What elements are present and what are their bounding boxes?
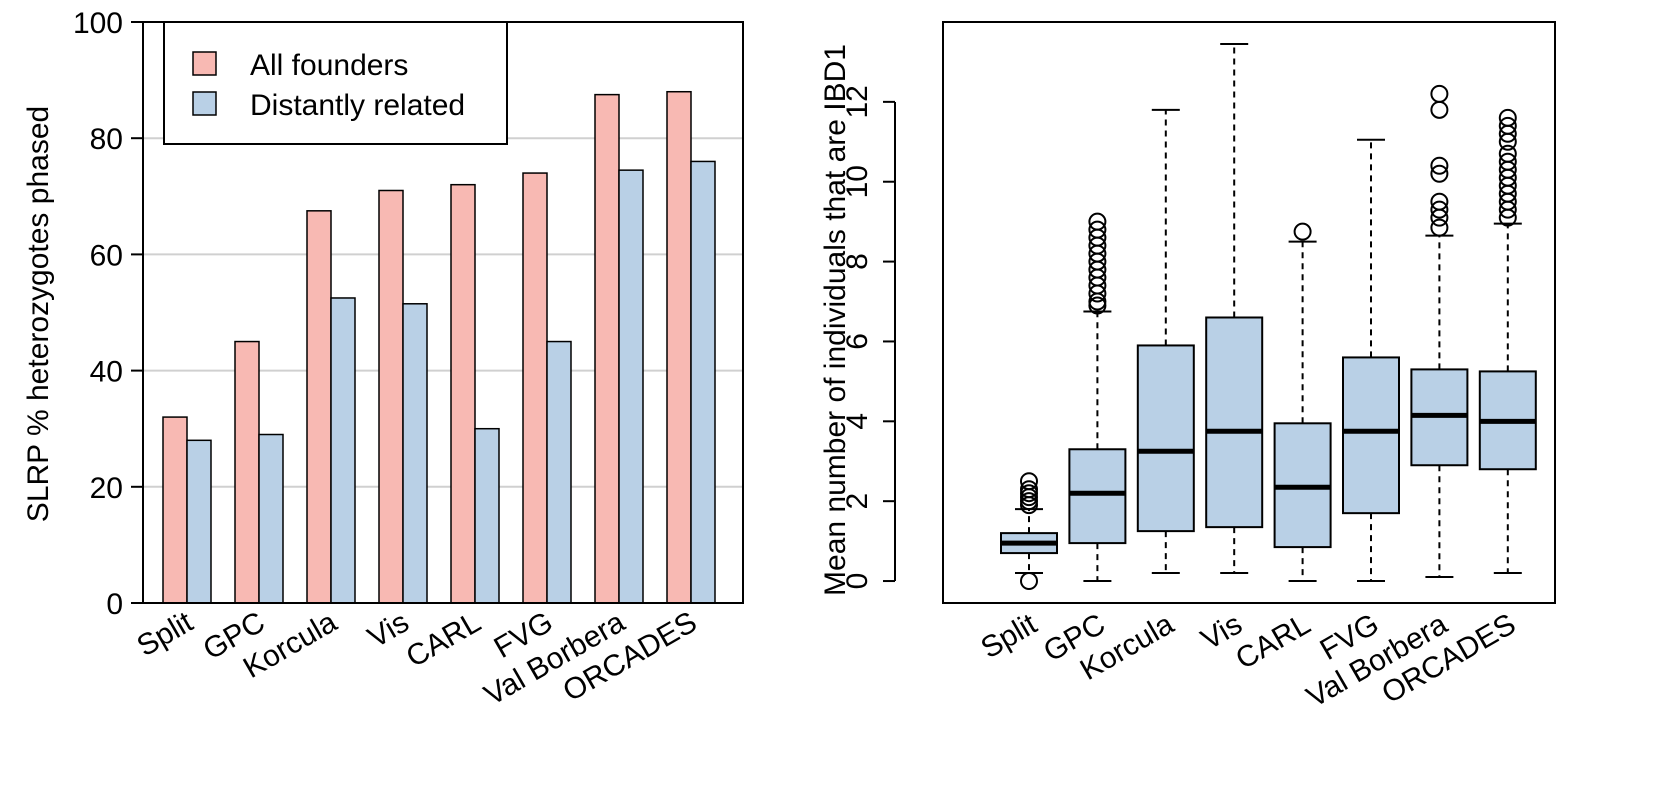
bar-distantly-related <box>474 427 500 604</box>
bar-distantly-related <box>402 303 428 604</box>
bar-all-founders <box>450 183 476 604</box>
bar-plot-frame <box>142 21 744 604</box>
bar-y-tick-label: 40 <box>90 356 123 389</box>
box-outlier <box>1020 472 1038 491</box>
box-outlier <box>1088 220 1107 239</box>
bar-distantly-related <box>258 433 284 604</box>
bar-series <box>162 90 716 604</box>
box-outlier <box>1020 572 1038 591</box>
box-y-tick-label: 0 <box>841 573 874 590</box>
bar-distantly-related <box>690 160 716 604</box>
bar-distantly-related <box>330 297 356 604</box>
bar-x-tick-label: Split <box>131 605 199 663</box>
box-iqr <box>1136 344 1195 533</box>
box-outlier <box>1020 480 1038 499</box>
legend-box <box>163 21 508 145</box>
box-outlier <box>1498 116 1517 135</box>
bar-y-ticks: 0 20 40 60 80 100 <box>73 7 143 621</box>
box-y-ticks: 0 2 4 6 8 10 12 <box>841 85 895 589</box>
box-y-tick-label: 10 <box>841 165 874 198</box>
box-y-tick-label: 2 <box>841 493 874 510</box>
bar-y-tick-label: 20 <box>90 472 123 505</box>
bar-all-founders <box>522 172 548 604</box>
legend-swatch-all-founders <box>192 51 217 76</box>
box-iqr <box>1205 316 1264 529</box>
bar-y-tick-label: 0 <box>106 588 123 621</box>
bar-y-tick-label: 60 <box>90 239 123 272</box>
box-outlier <box>1430 84 1449 103</box>
bar-all-founders <box>378 189 404 604</box>
bar-distantly-related <box>186 439 212 604</box>
box-outlier <box>1088 212 1107 231</box>
bar-all-founders <box>594 93 620 604</box>
boxplot-boxes <box>1000 42 1537 591</box>
box-outlier <box>1430 164 1449 183</box>
bar-y-tick-label: 100 <box>73 7 123 40</box>
bar-grid <box>143 137 743 488</box>
bar-all-founders <box>162 416 188 604</box>
box-x-tick-label: CARL <box>1230 607 1316 676</box>
box-outlier <box>1498 152 1517 171</box>
box-outlier <box>1430 218 1449 237</box>
box-iqr <box>1068 448 1127 545</box>
box-plot-frame <box>942 21 1556 604</box>
box-group <box>1410 84 1469 579</box>
bar-y-tick-label: 80 <box>90 123 123 156</box>
box-group <box>1068 212 1127 583</box>
box-x-tick-label: Split <box>975 607 1043 665</box>
box-group <box>1342 138 1400 583</box>
box-outlier <box>1430 200 1449 219</box>
bar-y-axis-title: SLRP % heterozygotes phased <box>22 106 55 522</box>
box-outlier <box>1498 144 1517 163</box>
box-outlier <box>1498 108 1517 127</box>
box-y-axis-title: Mean number of individuals that are IBD1 <box>819 44 852 596</box>
legend-label-distantly-related: Distantly related <box>250 89 465 122</box>
box-group <box>1000 472 1058 591</box>
legend-swatch-distantly-related <box>192 91 217 116</box>
box-group <box>1273 222 1332 583</box>
box-y-tick-label: 6 <box>841 333 874 350</box>
bar-all-founders <box>234 340 260 604</box>
bar-distantly-related <box>618 169 644 604</box>
box-y-tick-label: 12 <box>841 85 874 118</box>
bar-all-founders <box>306 210 332 604</box>
box-iqr <box>1342 356 1400 515</box>
box-y-tick-label: 4 <box>841 413 874 430</box>
box-outlier <box>1293 222 1312 241</box>
box-outlier <box>1430 192 1449 211</box>
box-group <box>1136 108 1195 575</box>
box-group <box>1205 42 1264 575</box>
box-group <box>1478 108 1537 575</box>
box-outlier <box>1430 156 1449 175</box>
box-y-tick-label: 8 <box>841 253 874 270</box>
bar-distantly-related <box>546 340 572 604</box>
bar-x-tick-label: CARL <box>401 605 487 674</box>
legend-label-all-founders: All founders <box>250 49 408 82</box>
bar-legend: All founders Distantly related <box>163 21 508 145</box>
box-outlier <box>1430 100 1449 119</box>
bar-all-founders <box>666 90 692 604</box>
